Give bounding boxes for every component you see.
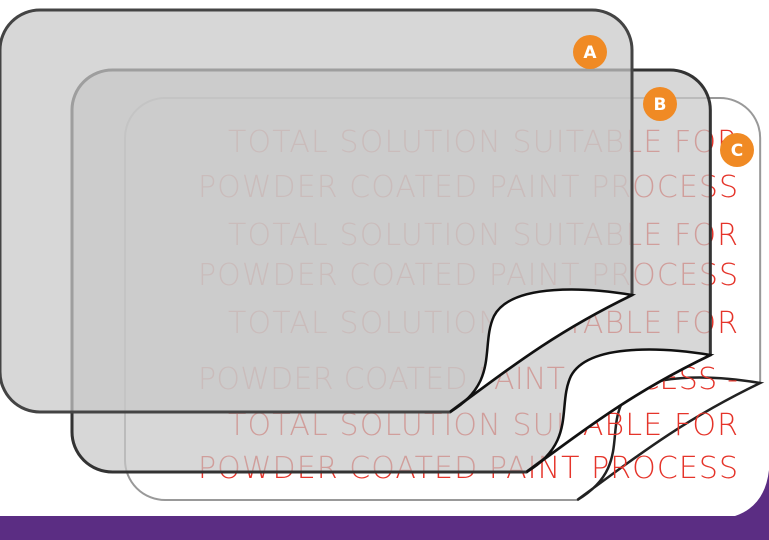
badge-a: A (573, 35, 607, 69)
illustration: TOTAL SOLUTION SUITABLE FORPOWDER COATED… (0, 0, 769, 540)
badge-label: A (583, 43, 597, 63)
badge-label: C (731, 141, 743, 161)
badge-label: B (654, 95, 667, 115)
badge-b: B (643, 87, 677, 121)
badge-c: C (720, 133, 754, 167)
